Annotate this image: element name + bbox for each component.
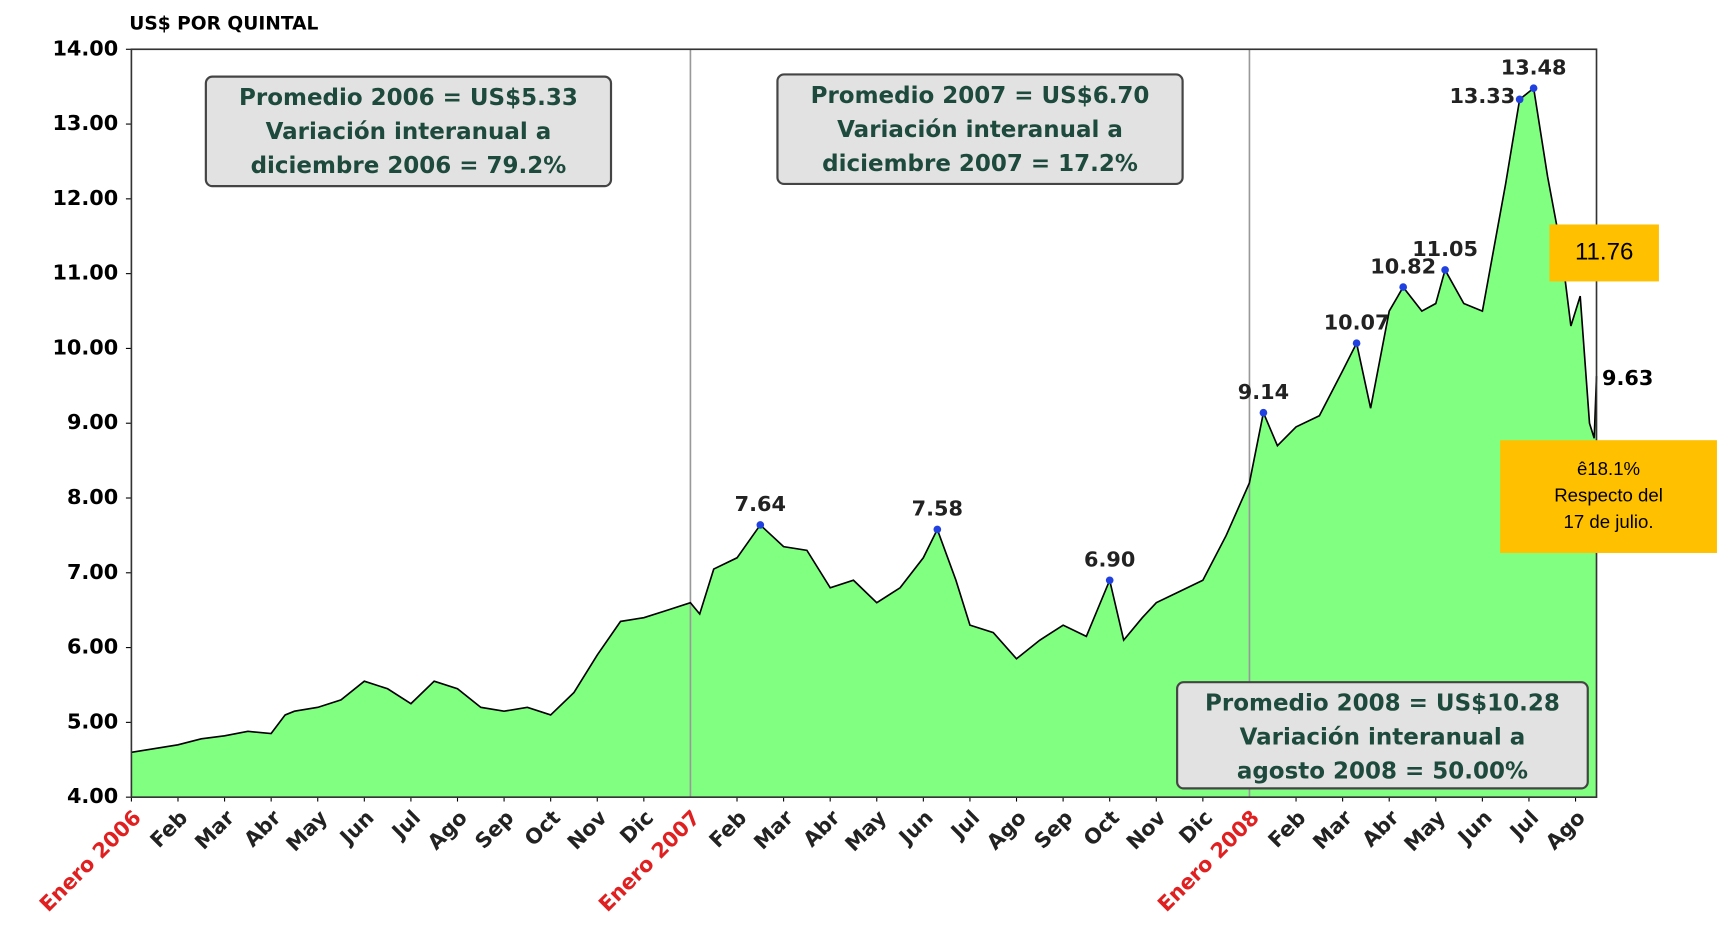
x-tick-label: Sep xyxy=(1029,805,1077,853)
peak-label: 7.64 xyxy=(735,492,786,516)
y-tick-label: 5.00 xyxy=(67,709,118,733)
note-box xyxy=(1176,681,1589,790)
y-tick-label: 12.00 xyxy=(52,186,118,210)
x-tick-label: Abr xyxy=(239,805,286,852)
note-box xyxy=(204,75,613,188)
x-tick-label: Nov xyxy=(563,805,612,854)
x-tick-label: Ago xyxy=(423,805,472,854)
x-tick-label: Jun xyxy=(334,805,379,850)
peak-label: 10.82 xyxy=(1370,254,1436,278)
note-text: Variación interanual a xyxy=(1240,725,1526,751)
x-tick-label: May xyxy=(281,805,332,856)
note-text: Promedio 2006 = US$5.33 xyxy=(239,85,578,111)
y-tick-label: 13.00 xyxy=(52,111,118,135)
peak-marker xyxy=(1515,95,1524,104)
y-tick-label: 7.00 xyxy=(67,560,118,584)
y-axis-label: US$ POR QUINTAL xyxy=(129,14,318,35)
x-tick-label: Oct xyxy=(520,805,565,850)
chart-body: US$ POR QUINTAL 4.00 5.00 6.00 7.00 8.00 9.00… xyxy=(35,14,1717,916)
y-tick-label: 9.00 xyxy=(67,410,118,434)
x-tick-label: Ago xyxy=(1541,805,1590,854)
y-tick-label: 8.00 xyxy=(67,485,118,509)
x-tick-label: Enero 2006 xyxy=(35,805,146,916)
x-tick-label: Jun xyxy=(893,805,938,850)
highlight-text: Respecto del xyxy=(1554,485,1663,506)
highlight-box xyxy=(1549,224,1659,282)
x-tick-label: Ago xyxy=(982,805,1031,854)
x-tick-label: May xyxy=(1399,805,1450,856)
x-tick-label: Nov xyxy=(1122,805,1171,854)
peak-label: 7.58 xyxy=(912,497,963,521)
note-text: Promedio 2008 = US$10.28 xyxy=(1205,691,1560,717)
y-tick-label: 11.00 xyxy=(52,261,118,285)
x-tick-label: May xyxy=(840,805,891,856)
y-tick-label: 10.00 xyxy=(52,335,118,359)
peak-marker xyxy=(1352,339,1361,348)
peak-marker xyxy=(1441,266,1449,274)
x-tick-label: Jul xyxy=(945,805,984,844)
note-text: agosto 2008 = 50.00% xyxy=(1237,758,1528,784)
peak-label: 11.05 xyxy=(1412,237,1478,261)
peak-marker xyxy=(1399,283,1408,291)
y-tick-label: 6.00 xyxy=(67,635,118,659)
y-tick-label: 14.00 xyxy=(52,36,118,60)
x-tick-label: Jul xyxy=(386,805,425,844)
plot-frame xyxy=(130,48,1598,798)
peak-marker xyxy=(1529,84,1538,92)
note-text: Promedio 2007 = US$6.70 xyxy=(811,83,1150,109)
peak-label: 6.90 xyxy=(1084,548,1135,572)
x-tick-label: Abr xyxy=(1357,805,1404,852)
peak-marker xyxy=(933,525,942,534)
x-tick-label: Mar xyxy=(749,805,798,854)
highlight-box xyxy=(1500,440,1717,553)
note-box xyxy=(776,73,1184,186)
x-tick-label: Feb xyxy=(704,805,751,852)
peak-label: 13.33 xyxy=(1449,84,1515,108)
x-tick-label: Jul xyxy=(1504,805,1543,844)
highlight-text: ê18.1% xyxy=(1577,458,1640,479)
price-line xyxy=(131,86,1598,754)
x-tick-label: Feb xyxy=(1263,805,1310,852)
note-text: diciembre 2006 = 79.2% xyxy=(251,153,567,179)
area xyxy=(131,88,1597,798)
highlight-text: 11.76 xyxy=(1575,238,1633,265)
x-tick-label: Abr xyxy=(798,805,845,852)
peak-marker xyxy=(1105,576,1114,585)
peak-label: 10.07 xyxy=(1324,310,1390,334)
peak-marker xyxy=(1259,408,1268,417)
peak-label: 9.14 xyxy=(1238,380,1289,404)
x-tick-label: Mar xyxy=(1308,805,1357,854)
note-text: Variación interanual a xyxy=(266,119,552,145)
note-text: diciembre 2007 = 17.2% xyxy=(822,151,1138,177)
y-tick-label: 4.00 xyxy=(67,784,118,808)
x-tick-label: Sep xyxy=(470,805,518,853)
last-value-label: 9.63 xyxy=(1602,366,1653,390)
x-tick-label: Mar xyxy=(190,805,239,854)
note-text: Variación interanual a xyxy=(837,117,1123,143)
peak-marker xyxy=(756,521,765,529)
x-tick-label: Oct xyxy=(1079,805,1124,850)
x-tick-label: Feb xyxy=(145,805,192,852)
highlight-text: 17 de julio. xyxy=(1564,511,1654,532)
peak-label: 13.48 xyxy=(1501,55,1567,79)
x-tick-label: Jun xyxy=(1452,805,1497,850)
